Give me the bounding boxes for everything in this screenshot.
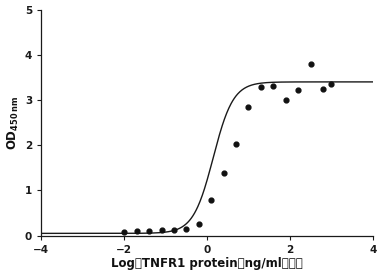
Point bbox=[245, 105, 251, 109]
Point bbox=[328, 82, 334, 86]
Point bbox=[159, 228, 165, 232]
Point bbox=[183, 227, 189, 231]
X-axis label: Log（TNFR1 protein（ng/ml）　）: Log（TNFR1 protein（ng/ml） ） bbox=[111, 258, 303, 270]
Point bbox=[146, 229, 152, 233]
Point bbox=[270, 84, 277, 89]
Point bbox=[233, 142, 240, 147]
Point bbox=[171, 228, 177, 232]
Point bbox=[283, 98, 289, 102]
Point bbox=[196, 222, 202, 227]
Point bbox=[221, 171, 227, 176]
Point bbox=[320, 86, 326, 91]
Point bbox=[295, 88, 301, 92]
Point bbox=[134, 229, 140, 233]
Point bbox=[308, 62, 314, 66]
Y-axis label: $\mathbf{OD_{450\,nm}}$: $\mathbf{OD_{450\,nm}}$ bbox=[6, 95, 21, 150]
Point bbox=[258, 85, 264, 89]
Point bbox=[121, 230, 127, 234]
Point bbox=[208, 198, 214, 203]
